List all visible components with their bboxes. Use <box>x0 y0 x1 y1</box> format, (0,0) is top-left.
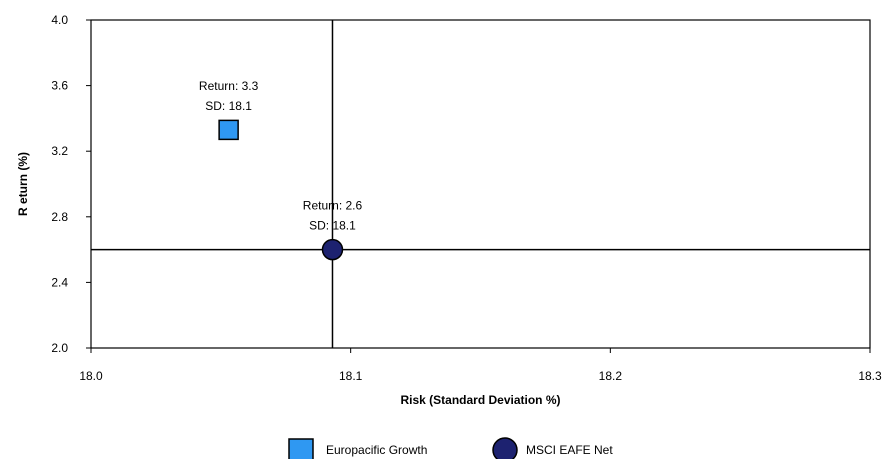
legend-swatch-msci-eafe-net <box>492 437 518 459</box>
x-tick-label: 18.0 <box>79 369 103 383</box>
legend: Europacific Growth MSCI EAFE Net <box>288 437 613 459</box>
y-tick-label: 2.0 <box>51 341 68 355</box>
x-tick-label: 18.3 <box>858 369 882 383</box>
legend-label: Europacific Growth <box>326 443 427 457</box>
data-labels: Return: 3.3 SD: 18.1 Return: 2.6 SD: 18.1 <box>199 79 363 233</box>
data-points <box>218 119 344 261</box>
legend-label: MSCI EAFE Net <box>526 443 613 457</box>
y-tick-label: 3.2 <box>51 144 68 158</box>
europacific-growth-point <box>218 119 239 141</box>
y-axis-title: R eturn (%) <box>16 152 30 216</box>
y-tick-label: 2.4 <box>51 275 68 289</box>
msci-eafe-net-point <box>321 238 344 261</box>
y-tick-label: 3.6 <box>51 79 68 93</box>
plot-area-frame <box>90 19 871 349</box>
data-label: Return: 3.3 <box>199 79 259 93</box>
y-tick-label: 4.0 <box>51 13 68 27</box>
reference-lines <box>91 20 870 348</box>
x-axis-title: Risk (Standard Deviation %) <box>400 393 560 407</box>
y-tick-label: 2.8 <box>51 210 68 224</box>
data-label: Return: 2.6 <box>303 199 363 213</box>
axis-ticks: 2.0 2.4 2.8 3.2 3.6 4.0 18.0 18.1 18.2 18.3 <box>51 13 882 383</box>
data-label: SD: 18.1 <box>309 219 356 233</box>
x-tick-label: 18.2 <box>599 369 623 383</box>
legend-swatch-europacific-growth <box>288 438 314 459</box>
x-tick-label: 18.1 <box>339 369 363 383</box>
data-label: SD: 18.1 <box>205 99 252 113</box>
